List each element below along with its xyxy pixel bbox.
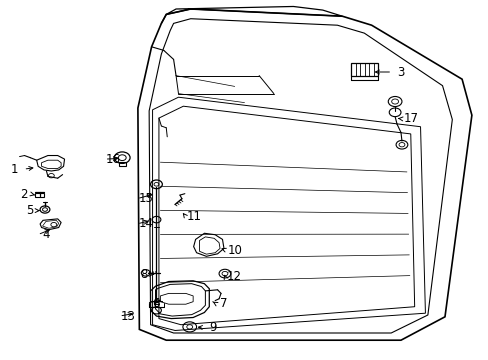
Text: 12: 12 [226,270,241,283]
Text: 14: 14 [138,217,153,230]
Text: 15: 15 [138,192,153,205]
Text: 4: 4 [42,228,50,241]
Text: 5: 5 [25,204,33,217]
Bar [35,193,44,197]
Text: 17: 17 [403,112,417,125]
Text: 13: 13 [121,310,135,323]
Text: 11: 11 [187,210,202,223]
Text: 8: 8 [140,268,148,281]
Text: 10: 10 [227,244,242,257]
Text: 16: 16 [106,153,121,166]
Bar [119,162,125,166]
Text: 7: 7 [220,297,227,310]
Text: 3: 3 [396,66,404,78]
Text: 1: 1 [11,163,19,176]
Text: 6: 6 [151,297,159,310]
Text: 9: 9 [208,321,216,334]
Text: 2: 2 [20,188,27,201]
